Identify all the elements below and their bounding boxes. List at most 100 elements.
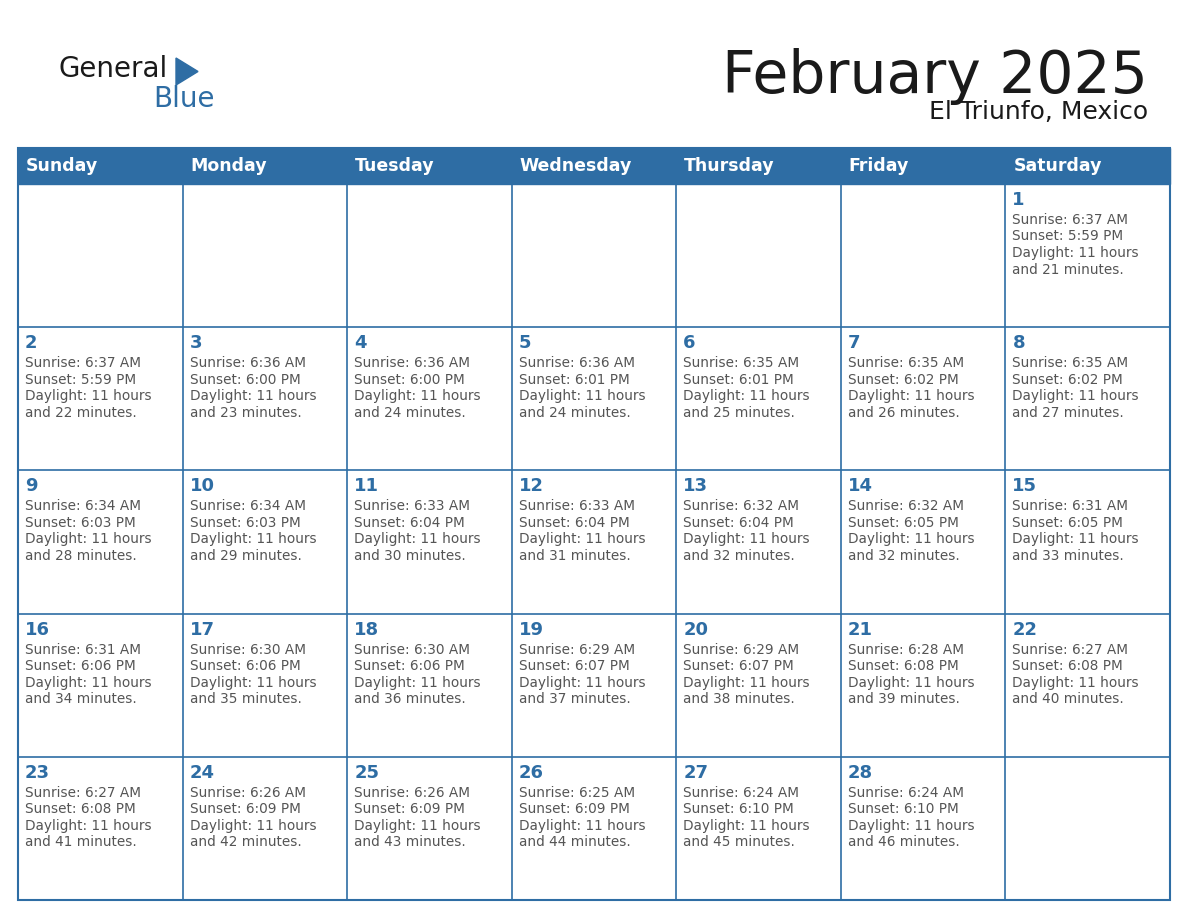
Text: Sunrise: 6:33 AM: Sunrise: 6:33 AM	[354, 499, 470, 513]
Text: Sunset: 6:08 PM: Sunset: 6:08 PM	[848, 659, 959, 673]
Bar	[18, 148, 1170, 184]
Bar	[18, 148, 1170, 900]
Text: 13: 13	[683, 477, 708, 496]
Text: Daylight: 11 hours: Daylight: 11 hours	[354, 819, 481, 833]
Text: Sunset: 6:00 PM: Sunset: 6:00 PM	[354, 373, 465, 386]
Text: Daylight: 11 hours: Daylight: 11 hours	[190, 676, 316, 689]
Text: 20: 20	[683, 621, 708, 639]
Text: and 30 minutes.: and 30 minutes.	[354, 549, 466, 563]
Text: General: General	[58, 55, 168, 83]
Text: Sunset: 6:08 PM: Sunset: 6:08 PM	[1012, 659, 1123, 673]
Text: 19: 19	[519, 621, 544, 639]
Text: 8: 8	[1012, 334, 1025, 353]
Text: Sunrise: 6:26 AM: Sunrise: 6:26 AM	[354, 786, 470, 800]
Text: and 26 minutes.: and 26 minutes.	[848, 406, 960, 420]
Text: Daylight: 11 hours: Daylight: 11 hours	[683, 676, 810, 689]
Text: 4: 4	[354, 334, 367, 353]
Text: Daylight: 11 hours: Daylight: 11 hours	[1012, 389, 1139, 403]
Text: Daylight: 11 hours: Daylight: 11 hours	[1012, 246, 1139, 260]
Text: 25: 25	[354, 764, 379, 782]
Text: Daylight: 11 hours: Daylight: 11 hours	[190, 819, 316, 833]
Text: Sunset: 6:10 PM: Sunset: 6:10 PM	[683, 802, 794, 816]
Text: Daylight: 11 hours: Daylight: 11 hours	[848, 389, 974, 403]
Text: Sunrise: 6:36 AM: Sunrise: 6:36 AM	[354, 356, 470, 370]
Text: Sunday: Sunday	[26, 157, 99, 175]
Text: 6: 6	[683, 334, 696, 353]
Text: Daylight: 11 hours: Daylight: 11 hours	[683, 819, 810, 833]
Text: 3: 3	[190, 334, 202, 353]
Text: Sunset: 6:06 PM: Sunset: 6:06 PM	[25, 659, 135, 673]
Text: Sunset: 6:10 PM: Sunset: 6:10 PM	[848, 802, 959, 816]
Text: Sunset: 5:59 PM: Sunset: 5:59 PM	[25, 373, 137, 386]
Text: and 24 minutes.: and 24 minutes.	[354, 406, 466, 420]
Polygon shape	[176, 58, 198, 85]
Text: and 44 minutes.: and 44 minutes.	[519, 835, 631, 849]
Text: Daylight: 11 hours: Daylight: 11 hours	[519, 819, 645, 833]
Text: Sunrise: 6:27 AM: Sunrise: 6:27 AM	[25, 786, 141, 800]
Text: Tuesday: Tuesday	[355, 157, 435, 175]
Text: Sunset: 6:06 PM: Sunset: 6:06 PM	[190, 659, 301, 673]
Text: and 39 minutes.: and 39 minutes.	[848, 692, 960, 706]
Text: Thursday: Thursday	[684, 157, 775, 175]
Text: Sunrise: 6:26 AM: Sunrise: 6:26 AM	[190, 786, 305, 800]
Text: Sunrise: 6:30 AM: Sunrise: 6:30 AM	[354, 643, 470, 656]
Text: 28: 28	[848, 764, 873, 782]
Text: Sunset: 6:05 PM: Sunset: 6:05 PM	[1012, 516, 1124, 530]
Text: Sunrise: 6:36 AM: Sunrise: 6:36 AM	[190, 356, 305, 370]
Text: Sunrise: 6:24 AM: Sunrise: 6:24 AM	[683, 786, 800, 800]
Text: and 37 minutes.: and 37 minutes.	[519, 692, 631, 706]
Text: and 34 minutes.: and 34 minutes.	[25, 692, 137, 706]
Text: Saturday: Saturday	[1013, 157, 1102, 175]
Text: and 24 minutes.: and 24 minutes.	[519, 406, 631, 420]
Text: and 32 minutes.: and 32 minutes.	[683, 549, 795, 563]
Text: El Triunfo, Mexico: El Triunfo, Mexico	[929, 100, 1148, 124]
Text: Daylight: 11 hours: Daylight: 11 hours	[848, 676, 974, 689]
Text: Daylight: 11 hours: Daylight: 11 hours	[519, 676, 645, 689]
Text: 24: 24	[190, 764, 215, 782]
Text: 10: 10	[190, 477, 215, 496]
Text: Sunset: 6:05 PM: Sunset: 6:05 PM	[848, 516, 959, 530]
Text: and 31 minutes.: and 31 minutes.	[519, 549, 631, 563]
Text: Friday: Friday	[849, 157, 909, 175]
Text: and 27 minutes.: and 27 minutes.	[1012, 406, 1124, 420]
Text: Sunrise: 6:34 AM: Sunrise: 6:34 AM	[25, 499, 141, 513]
Text: and 25 minutes.: and 25 minutes.	[683, 406, 795, 420]
Text: and 33 minutes.: and 33 minutes.	[1012, 549, 1124, 563]
Text: Sunrise: 6:30 AM: Sunrise: 6:30 AM	[190, 643, 305, 656]
Text: 9: 9	[25, 477, 38, 496]
Text: Daylight: 11 hours: Daylight: 11 hours	[683, 532, 810, 546]
Text: Sunrise: 6:28 AM: Sunrise: 6:28 AM	[848, 643, 963, 656]
Text: Daylight: 11 hours: Daylight: 11 hours	[1012, 532, 1139, 546]
Text: and 42 minutes.: and 42 minutes.	[190, 835, 302, 849]
Bar	[18, 184, 1170, 900]
Text: Sunrise: 6:27 AM: Sunrise: 6:27 AM	[1012, 643, 1129, 656]
Text: and 32 minutes.: and 32 minutes.	[848, 549, 960, 563]
Text: and 22 minutes.: and 22 minutes.	[25, 406, 137, 420]
Text: Daylight: 11 hours: Daylight: 11 hours	[25, 819, 152, 833]
Text: 21: 21	[848, 621, 873, 639]
Text: Sunrise: 6:29 AM: Sunrise: 6:29 AM	[683, 643, 800, 656]
Text: 14: 14	[848, 477, 873, 496]
Text: Sunrise: 6:36 AM: Sunrise: 6:36 AM	[519, 356, 634, 370]
Text: Sunset: 6:09 PM: Sunset: 6:09 PM	[519, 802, 630, 816]
Text: Sunrise: 6:31 AM: Sunrise: 6:31 AM	[1012, 499, 1129, 513]
Text: Daylight: 11 hours: Daylight: 11 hours	[848, 819, 974, 833]
Text: Daylight: 11 hours: Daylight: 11 hours	[519, 389, 645, 403]
Text: Sunset: 6:04 PM: Sunset: 6:04 PM	[519, 516, 630, 530]
Text: Sunrise: 6:25 AM: Sunrise: 6:25 AM	[519, 786, 634, 800]
Text: Sunset: 6:02 PM: Sunset: 6:02 PM	[848, 373, 959, 386]
Text: and 28 minutes.: and 28 minutes.	[25, 549, 137, 563]
Text: 15: 15	[1012, 477, 1037, 496]
Text: Sunrise: 6:37 AM: Sunrise: 6:37 AM	[25, 356, 141, 370]
Text: 26: 26	[519, 764, 544, 782]
Text: Daylight: 11 hours: Daylight: 11 hours	[354, 532, 481, 546]
Text: and 29 minutes.: and 29 minutes.	[190, 549, 302, 563]
Text: Sunrise: 6:37 AM: Sunrise: 6:37 AM	[1012, 213, 1129, 227]
Text: Sunset: 6:01 PM: Sunset: 6:01 PM	[519, 373, 630, 386]
Text: and 40 minutes.: and 40 minutes.	[1012, 692, 1124, 706]
Text: Sunrise: 6:33 AM: Sunrise: 6:33 AM	[519, 499, 634, 513]
Text: Daylight: 11 hours: Daylight: 11 hours	[848, 532, 974, 546]
Text: Sunset: 6:06 PM: Sunset: 6:06 PM	[354, 659, 465, 673]
Text: Sunset: 6:09 PM: Sunset: 6:09 PM	[190, 802, 301, 816]
Text: Sunset: 6:02 PM: Sunset: 6:02 PM	[1012, 373, 1123, 386]
